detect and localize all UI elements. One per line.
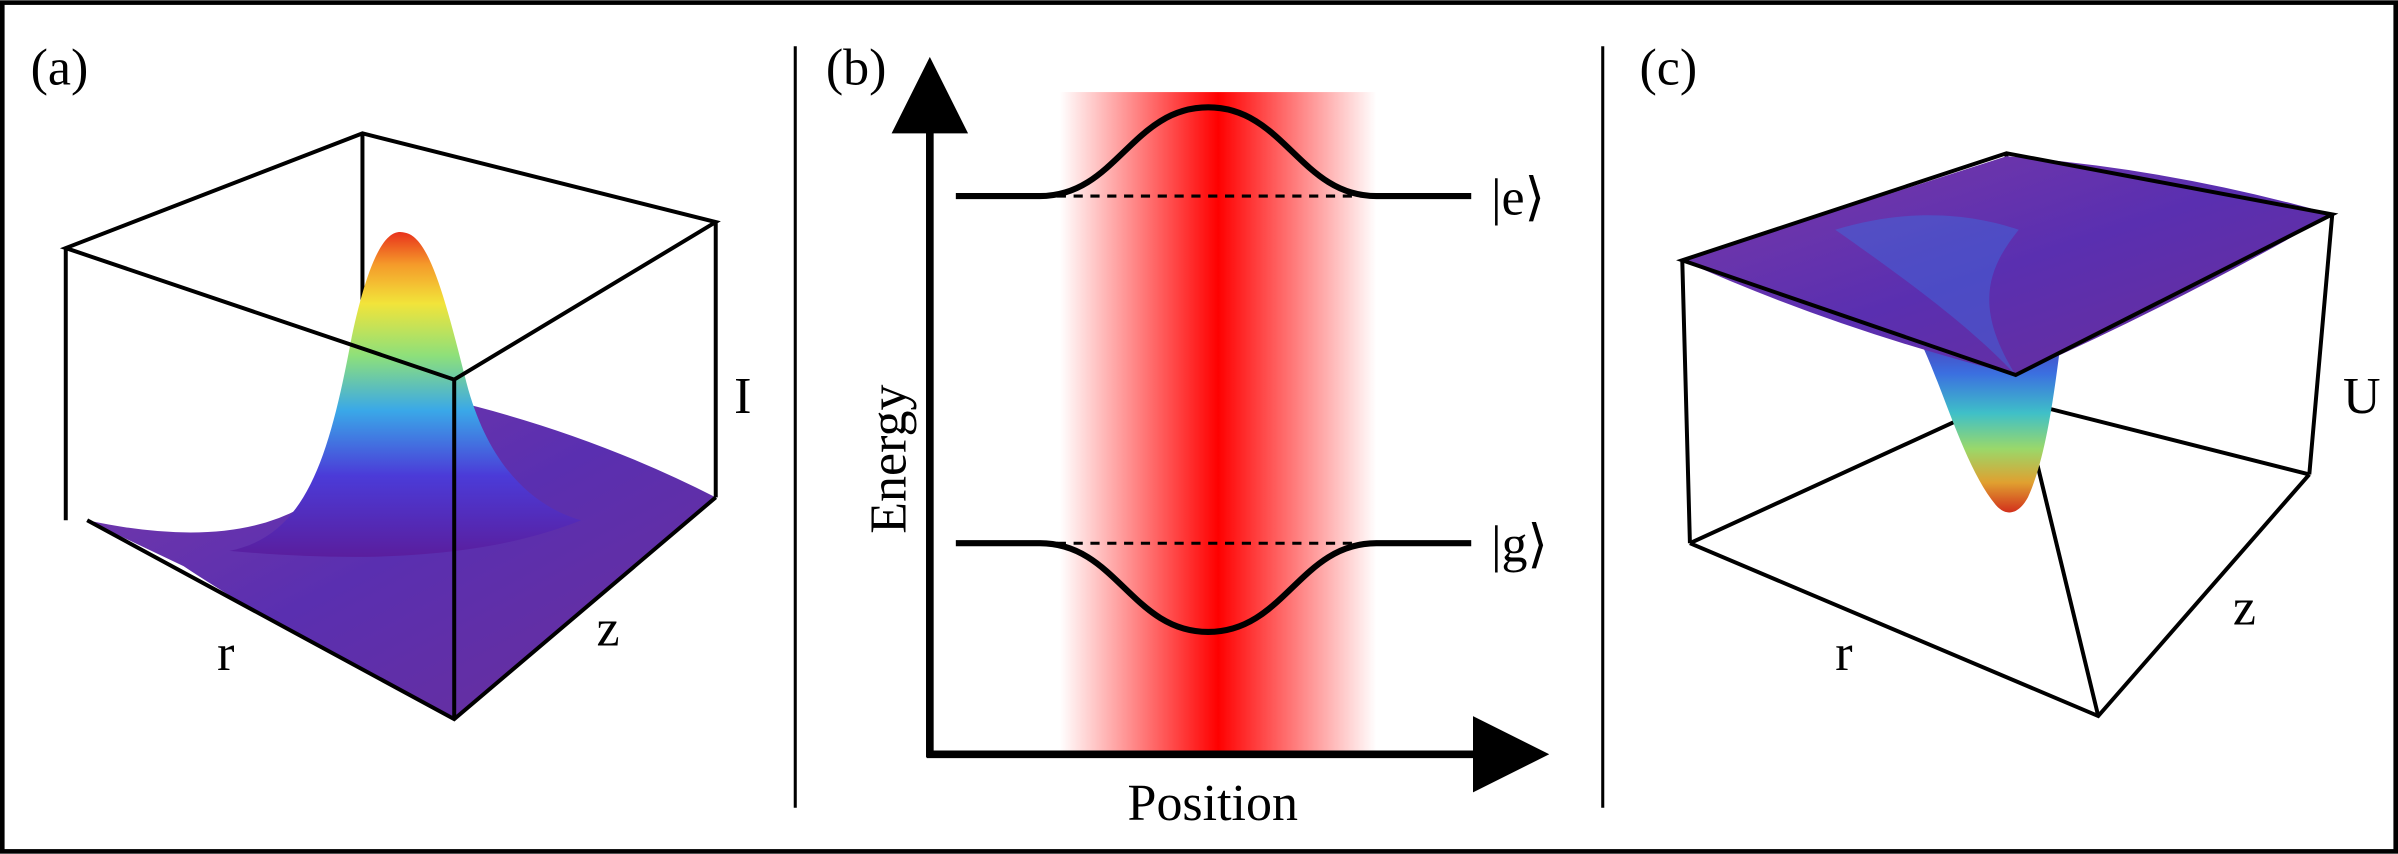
axis-label: U (2343, 368, 2381, 425)
axis-label: r (1835, 625, 1852, 682)
axis-label: r (217, 625, 234, 682)
panel-label: (c) (1639, 39, 1697, 96)
excited-level (955, 104, 1472, 200)
box-edge (59, 131, 721, 722)
panel-a: (a) r z I (31, 39, 751, 722)
ground-level (955, 540, 1472, 635)
level-label: |e⟩ (1491, 169, 1545, 226)
axis-label: I (734, 368, 751, 425)
level-label: |g⟩ (1491, 517, 1548, 574)
panel-label: (b) (826, 39, 887, 96)
box-edge (1676, 151, 2339, 544)
surface-peak (229, 231, 582, 557)
panel-b: (b) Energy Position |e⟩ |g⟩ (826, 39, 1550, 832)
laser-beam (1059, 92, 1377, 753)
axis-label: z (596, 601, 619, 658)
axis-label: z (2233, 579, 2256, 636)
panel-label: (a) (31, 39, 89, 96)
panel-c: (c) r z U (1639, 39, 2381, 719)
surface-shade (1835, 215, 2019, 376)
axis-label: Energy (860, 385, 917, 534)
axis-label: Position (1128, 775, 1298, 832)
surface-plane (1682, 156, 2333, 376)
